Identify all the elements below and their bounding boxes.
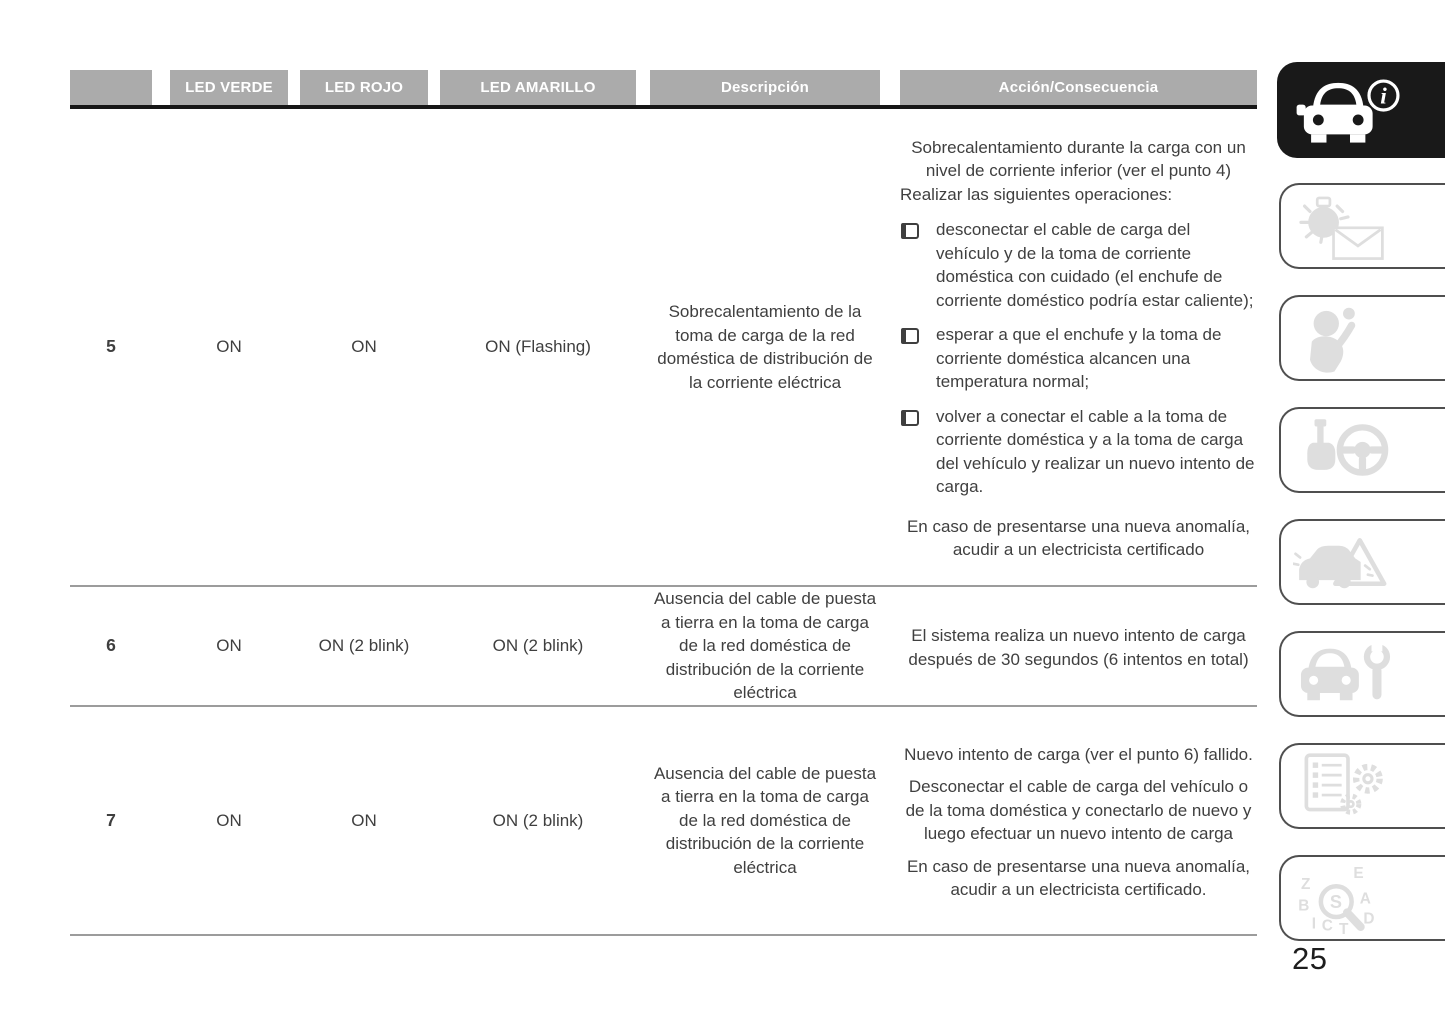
accion-outro: En caso de presentarse una nueva anomalí… [906,516,1251,560]
cell-accion: Sobrecalentamiento durante la carga con … [900,109,1257,585]
accion-bullet-item: desconectar el cable de carga del vehícu… [900,218,1257,312]
header-cell-descripcion: Descripción [650,70,880,105]
car-info-icon: i [1291,72,1409,148]
bullet-text: volver a conectar el cable a la toma de … [936,406,1255,497]
spec-sheet-gears-icon [1293,748,1403,824]
table-row-5: 5 ON ON ON (Flashing) Sobrecalentamiento… [70,109,1257,587]
accion-paragraph: Desconectar el cable de carga del vehícu… [905,777,1252,843]
cell-descripcion: Ausencia del cable de puesta a tierra en… [653,589,877,703]
page-number: 25 [1292,941,1328,976]
cell-led-amarillo: ON (Flashing) [485,337,591,357]
car-warning-triangle-icon [1293,524,1403,600]
svg-text:B: B [1298,898,1309,915]
row-number: 7 [106,809,116,830]
cell-led-amarillo: ON (2 blink) [492,636,584,656]
header-cell-led-verde: LED VERDE [170,70,288,105]
car-wrench-icon [1293,636,1403,712]
accion-paragraph: El sistema realiza un nuevo intento de c… [908,626,1249,669]
svg-text:A: A [1360,890,1371,907]
header-cell-accion: Acción/Consecuencia [900,70,1257,105]
checkbox-bullet-icon [901,223,919,239]
sidebar-tab-servicing[interactable] [1279,631,1445,717]
led-status-table: LED VERDE LED ROJO LED AMARILLO Descripc… [70,70,1257,936]
header-gap [880,70,900,105]
cell-led-verde: ON [216,636,242,656]
header-gap [428,70,440,105]
accion-operations-label: Realizar las siguientes operaciones: [900,184,1173,204]
warning-light-message-icon [1293,188,1403,264]
bullet-text: desconectar el cable de carga del vehícu… [936,220,1254,310]
table-row-7: 7 ON ON ON (2 blink) Ausencia del cable … [70,707,1257,936]
row-number: 5 [106,336,116,357]
header-cell-led-rojo: LED ROJO [300,70,428,105]
svg-text:E: E [1353,865,1363,882]
svg-text:C: C [1322,918,1333,935]
svg-text:S: S [1330,892,1342,912]
accion-paragraph: Nuevo intento de carga (ver el punto 6) … [904,744,1253,764]
header-cell-empty [70,70,152,105]
header-bottom-rule [70,105,1257,109]
cell-led-rojo: ON [351,810,377,830]
header-gap [288,70,300,105]
sidebar-tab-technical-data[interactable] [1279,743,1445,829]
cell-descripcion: Sobrecalentamiento de la toma de carga d… [657,302,873,392]
cell-accion: El sistema realiza un nuevo intento de c… [900,587,1257,705]
cell-led-amarillo: ON (2 blink) [492,810,584,830]
svg-text:D: D [1363,910,1374,927]
header-gap [636,70,650,105]
svg-text:i: i [1380,84,1387,110]
sidebar-tab-vehicle-info-active[interactable]: i [1277,62,1445,158]
cell-led-verde: ON [216,810,242,830]
checkbox-bullet-icon [901,328,919,344]
header-gap [152,70,170,105]
table-header-row: LED VERDE LED ROJO LED AMARILLO Descripc… [70,70,1257,105]
header-cell-led-amarillo: LED AMARILLO [440,70,636,105]
accion-intro: Sobrecalentamiento durante la carga con … [911,137,1246,181]
sidebar-tab-safety[interactable] [1279,295,1445,381]
accion-paragraph: En caso de presentarse una nueva anomalí… [906,856,1251,900]
seatbelt-safety-icon [1293,300,1403,376]
svg-text:I: I [1312,916,1316,933]
row-number: 6 [106,635,116,656]
accion-bullet-item: volver a conectar el cable a la toma de … [900,405,1257,499]
key-steering-wheel-icon [1293,412,1403,488]
svg-text:Z: Z [1301,876,1310,893]
checkbox-bullet-icon [901,409,919,426]
cell-led-verde: ON [216,337,242,357]
cell-led-rojo: ON (2 blink) [318,636,410,656]
bullet-text: esperar a que el enchufe y la toma de co… [936,325,1222,391]
sidebar-tab-emergency[interactable] [1279,519,1445,605]
sidebar-tab-warning-lights-messages[interactable] [1279,183,1445,269]
svg-text:T: T [1339,921,1349,936]
table-row-6: 6 ON ON (2 blink) ON (2 blink) Ausencia … [70,587,1257,707]
sidebar-tab-starting-driving[interactable] [1279,407,1445,493]
cell-accion: Nuevo intento de carga (ver el punto 6) … [900,707,1257,934]
cell-descripcion: Ausencia del cable de puesta a tierra en… [653,763,877,877]
accion-bullet-item: esperar a que el enchufe y la toma de co… [900,323,1257,394]
cell-led-rojo: ON [351,337,377,357]
